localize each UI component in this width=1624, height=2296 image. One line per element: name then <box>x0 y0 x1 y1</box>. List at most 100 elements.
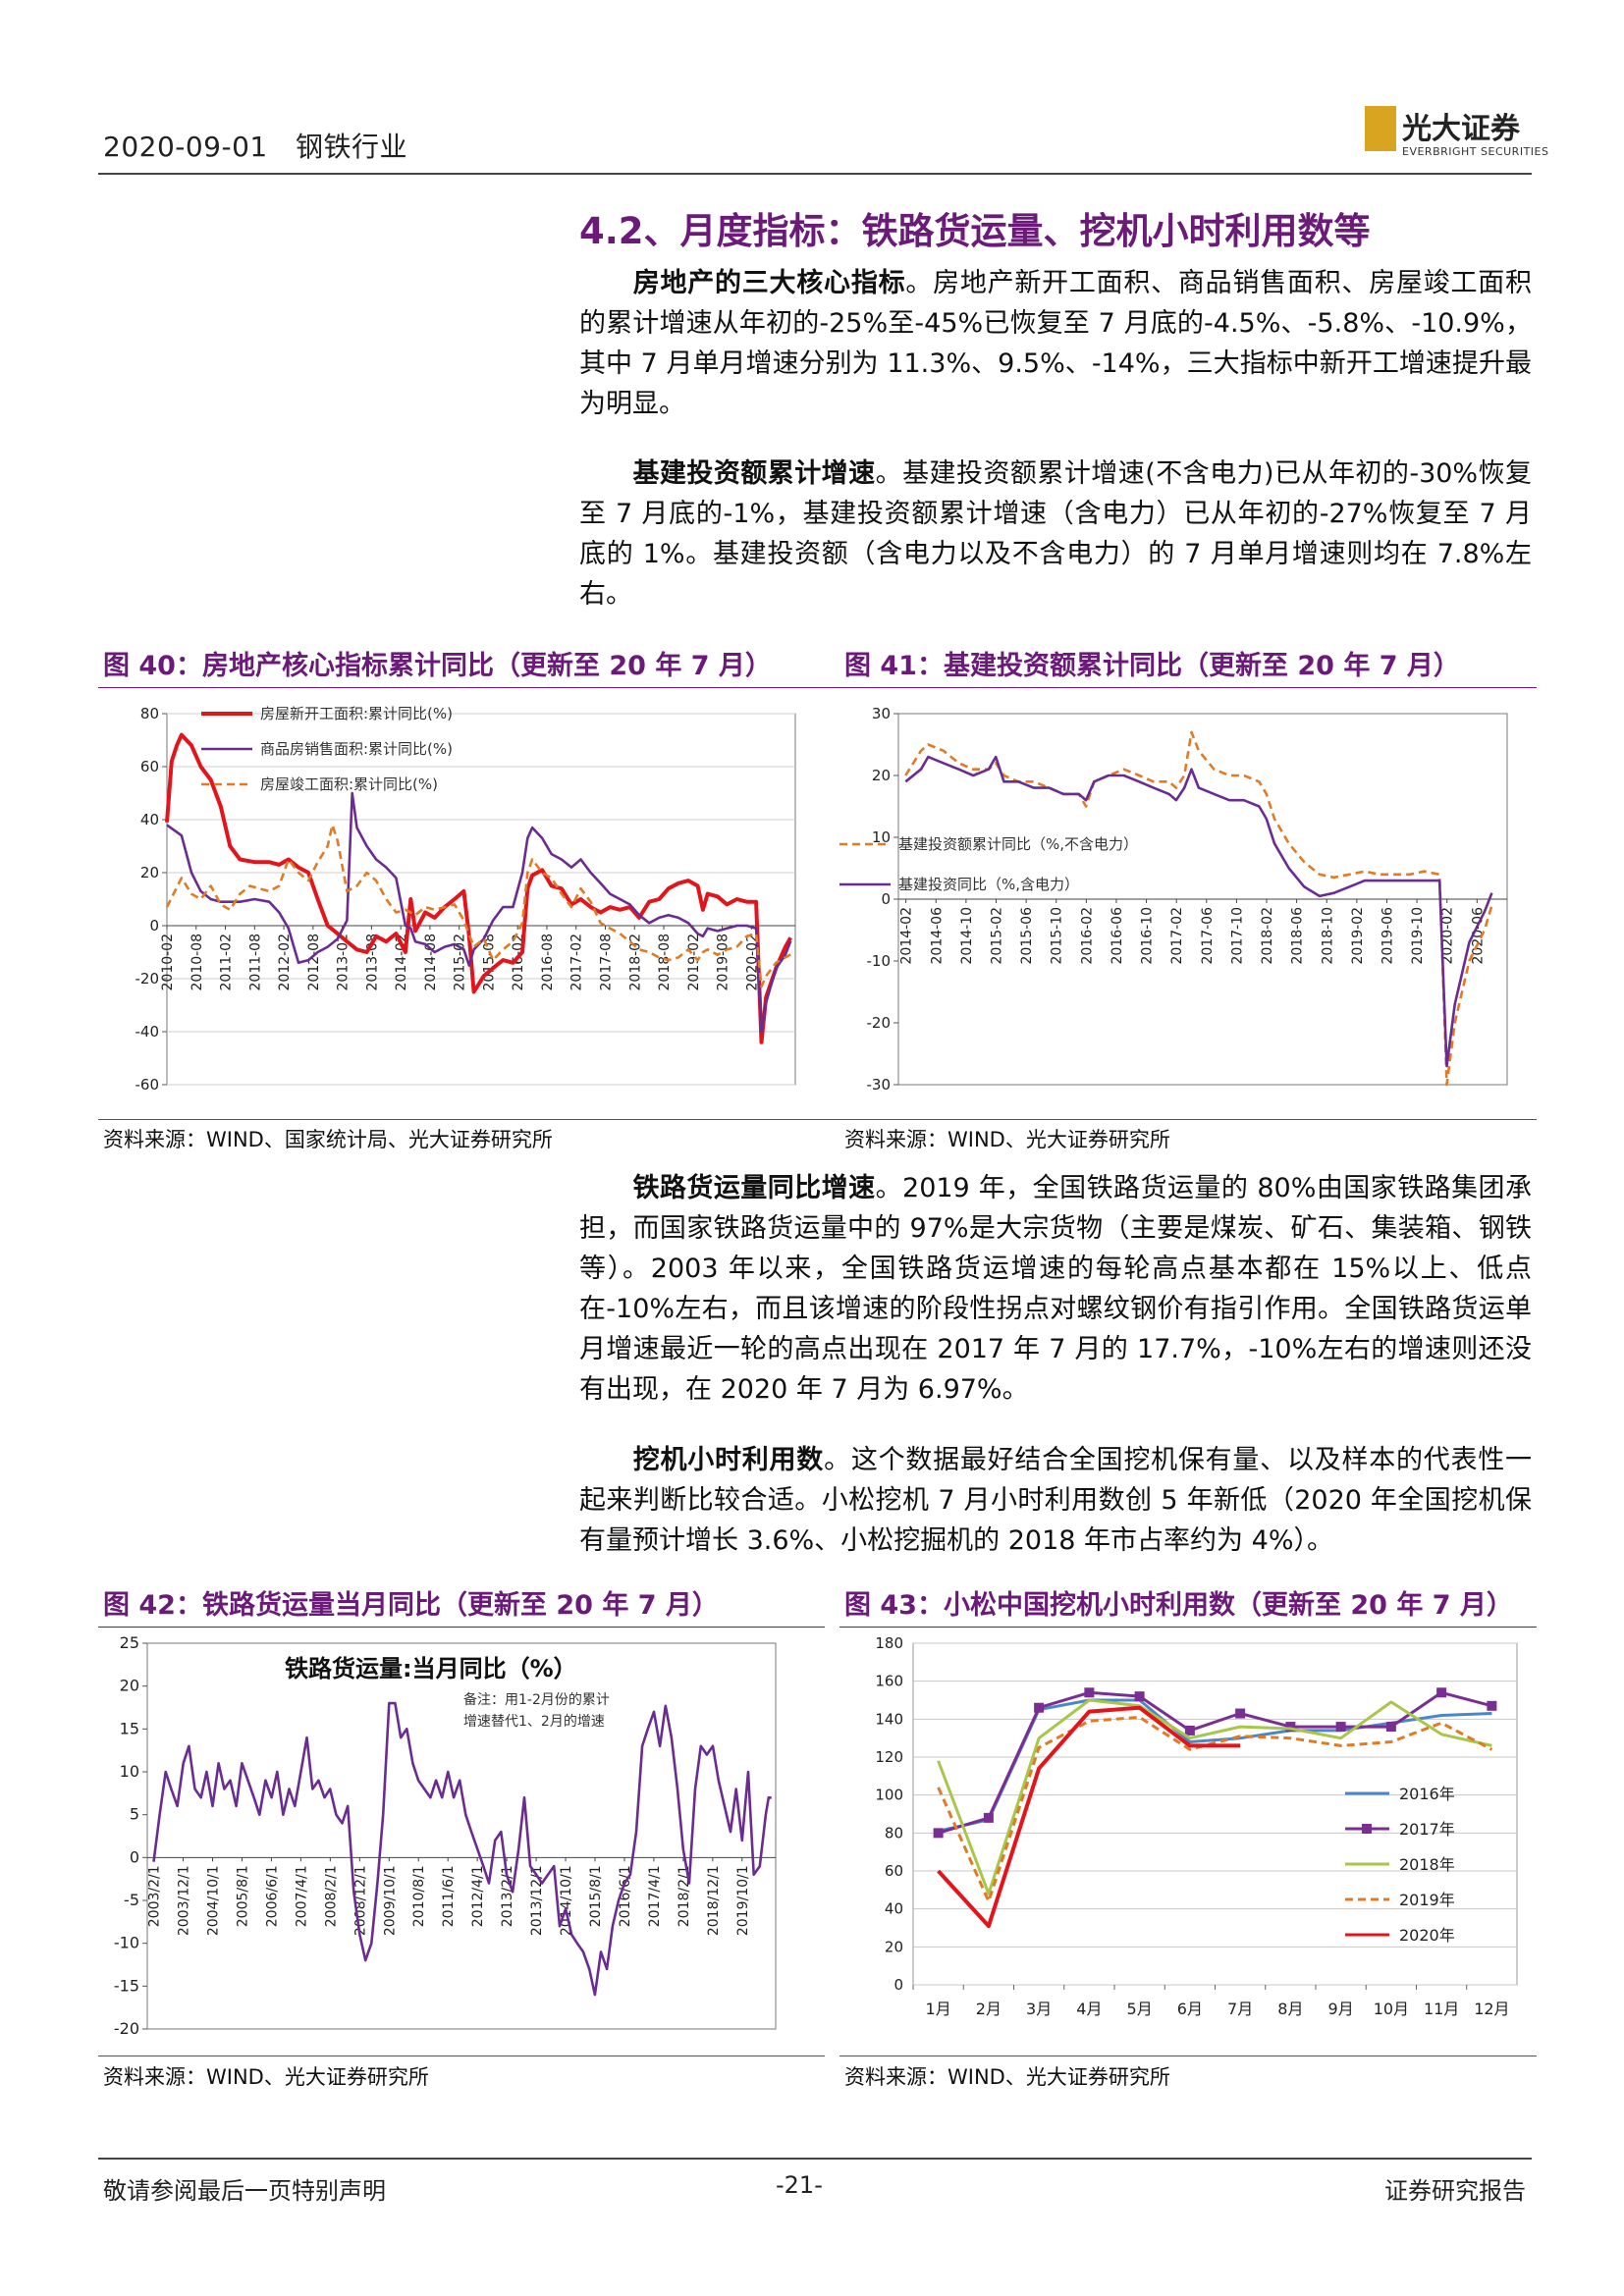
x-tick-label: 2010/8/1 <box>411 1865 427 1927</box>
figure-42-source: 资料来源：WIND、光大证券研究所 <box>103 2065 429 2089</box>
y-tick-label: 60 <box>885 1862 903 1880</box>
y-tick-label: 60 <box>140 758 159 775</box>
x-tick-label: 11月 <box>1424 2000 1459 2018</box>
y-tick-label: -15 <box>114 1976 139 1995</box>
para-lead: 挖机小时利用数 <box>632 1445 825 1475</box>
legend-label: 房屋竣工面积:累计同比(%) <box>260 775 438 793</box>
y-tick-label: 0 <box>893 1976 903 1994</box>
figure-40-source-rule <box>98 1119 844 1120</box>
x-tick-label: 2020-06 <box>1470 907 1486 965</box>
x-tick-label: 2019/10/1 <box>735 1865 751 1936</box>
x-tick-label: 2017/4/1 <box>647 1865 663 1927</box>
x-tick-label: 2月 <box>976 2000 1001 2018</box>
y-tick-label: 5 <box>130 1805 139 1824</box>
series-marker <box>983 1812 994 1823</box>
figure-43-source: 资料来源：WIND、光大证券研究所 <box>844 2065 1170 2089</box>
x-tick-label: 1月 <box>926 2000 951 2018</box>
x-tick-label: 2015-06 <box>1019 907 1035 965</box>
series-marker <box>933 1828 944 1839</box>
x-tick-label: 7月 <box>1227 2000 1253 2018</box>
series-line-2018年 <box>937 1698 1492 1896</box>
section-title: 4.2、月度指标：铁路货运量、挖机小时利用数等 <box>579 210 1371 252</box>
y-tick-label: 0 <box>881 890 891 908</box>
series-marker <box>1436 1687 1447 1698</box>
x-tick-label: 2013-02 <box>336 934 352 991</box>
x-tick-label: 2011/6/1 <box>441 1865 457 1927</box>
legend-label: 2018年 <box>1399 1855 1455 1874</box>
industry-text: 钢铁行业 <box>295 131 407 163</box>
footer-disclaimer: 敬请参阅最后一页特别声明 <box>103 2177 386 2205</box>
paragraph-railway: 铁路货运量同比增速。2019 年，全国铁路货运量的 80%由国家铁路集团承担，而… <box>579 1168 1532 1410</box>
para-lead: 基建投资额累计增速 <box>632 458 876 489</box>
y-tick-label: 20 <box>872 767 891 784</box>
x-tick-label: 2016-10 <box>1140 907 1156 965</box>
legend-label: 2020年 <box>1399 1926 1455 1945</box>
x-tick-label: 9月 <box>1328 2000 1354 2018</box>
series-line-2020年 <box>937 1705 1241 1929</box>
x-tick-label: 2017-02 <box>569 934 585 991</box>
y-tick-label: 180 <box>875 1634 903 1652</box>
x-tick-label: 2016/6/1 <box>618 1865 633 1927</box>
x-tick-label: 2003/12/1 <box>177 1865 192 1936</box>
y-tick-label: -20 <box>135 970 160 988</box>
x-tick-label: 3月 <box>1026 2000 1052 2018</box>
x-tick-label: 2011-02 <box>219 934 235 991</box>
x-tick-label: 2010-08 <box>189 934 205 991</box>
para-text: 。2019 年，全国铁路货运量的 80%由国家铁路集团承担，而国家铁路货运量中的… <box>579 1173 1533 1405</box>
legend-label: 2019年 <box>1399 1891 1455 1909</box>
para-text: 。房地产新开工面积、商品销售面积、房屋竣工面积的累计增速从年初的-25%至-45… <box>579 268 1533 419</box>
x-tick-label: 2017-10 <box>1229 907 1245 965</box>
y-tick-label: -5 <box>124 1891 139 1909</box>
series-line-2 <box>904 755 1493 1068</box>
series-line-2016年 <box>938 1698 1492 1833</box>
legend-label: 2017年 <box>1399 1820 1455 1839</box>
x-tick-label: 12月 <box>1474 2000 1509 2018</box>
x-tick-label: 2018-10 <box>1320 907 1335 965</box>
legend-label: 基建投资额累计同比（%,不含电力） <box>898 835 1138 853</box>
x-tick-label: 2011-08 <box>247 934 263 991</box>
y-tick-label: 160 <box>875 1673 903 1690</box>
series-marker <box>1034 1702 1045 1713</box>
x-tick-label: 2010-02 <box>160 934 176 991</box>
series-line-2 <box>166 791 792 1034</box>
paragraph-excavator: 挖机小时利用数。这个数据最好结合全国挖机保有量、以及样本的代表性一起来判断比较合… <box>579 1440 1532 1561</box>
x-tick-label: 2018/12/1 <box>706 1865 722 1936</box>
x-tick-label: 5月 <box>1127 2000 1153 2018</box>
y-tick-label: 10 <box>120 1762 139 1781</box>
x-tick-label: 2014-02 <box>899 907 915 965</box>
x-tick-label: 8月 <box>1277 2000 1303 2018</box>
y-tick-label: -40 <box>135 1023 160 1041</box>
legend-marker <box>1362 1824 1372 1834</box>
figure-40-title: 图 40：房地产核心指标累计同比（更新至 20 年 7 月） <box>103 651 772 681</box>
chart-43: 180 160 140 120 100 80 60 40 20 0 1月 2月 3月 4月 5月 6月 7月 8月… <box>875 1634 1518 2018</box>
para-lead: 房地产的三大核心指标 <box>632 268 906 298</box>
series-marker <box>1134 1691 1145 1702</box>
x-tick-label: 2009/10/1 <box>382 1865 398 1936</box>
page-number: -21- <box>776 2171 823 2199</box>
report-date: 2020-09-01 钢铁行业 <box>103 126 407 165</box>
y-tick-label: -20 <box>114 2019 139 2038</box>
series-line-3 <box>165 824 791 988</box>
series-marker <box>1285 1722 1296 1733</box>
y-tick-label: -60 <box>135 1076 160 1094</box>
x-tick-label: 2017-08 <box>599 934 615 991</box>
y-tick-label: 40 <box>885 1900 903 1918</box>
x-tick-label: 2020-02 <box>1440 907 1456 965</box>
legend-label: 2016年 <box>1399 1785 1455 1803</box>
paragraph-infrastructure: 基建投资额累计增速。基建投资额累计增速(不含电力)已从年初的-30%恢复至 7 … <box>579 454 1532 614</box>
figure-41-source: 资料来源：WIND、光大证券研究所 <box>844 1128 1170 1151</box>
x-tick-label: 2015-10 <box>1050 907 1065 965</box>
x-tick-label: 2012/4/1 <box>470 1865 486 1927</box>
x-tick-label: 2019-08 <box>716 934 731 991</box>
y-tick-label: -30 <box>867 1076 892 1094</box>
x-tick-label: 2013/2/1 <box>500 1865 515 1927</box>
y-tick-label: 20 <box>120 1677 139 1695</box>
x-tick-label: 2003/2/1 <box>147 1865 163 1927</box>
everbright-logo-icon <box>1365 106 1396 151</box>
series-line-1 <box>152 1701 772 1997</box>
figure-41-source-rule <box>839 1119 1537 1120</box>
x-tick-label: 2004/10/1 <box>206 1865 222 1936</box>
series-marker <box>1487 1700 1497 1711</box>
plot-frame <box>146 1642 777 2030</box>
figure-43-title: 图 43：小松中国挖机小时利用数（更新至 20 年 7 月） <box>844 1590 1513 1621</box>
